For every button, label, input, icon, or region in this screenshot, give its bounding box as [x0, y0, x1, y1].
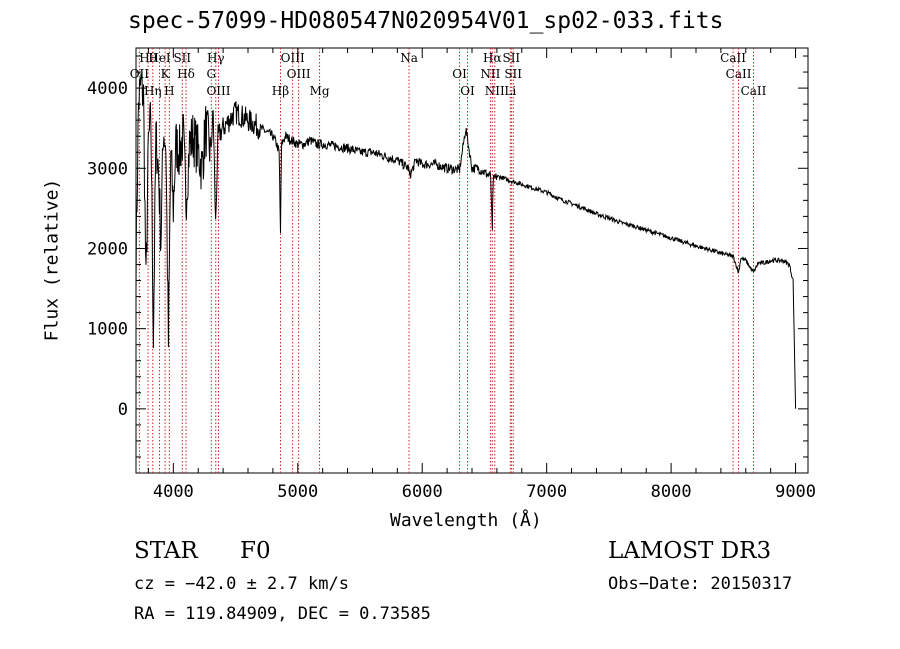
y-tick-label: 4000 — [87, 79, 128, 99]
spectrum-flux-line — [135, 71, 797, 409]
x-tick-label: 8000 — [651, 482, 692, 502]
x-tick-label: 4000 — [153, 482, 194, 502]
spectral-line-label: SII — [504, 67, 522, 81]
spectral-subclass: F0 — [240, 538, 271, 564]
spectral-line-label: Hδ — [177, 67, 195, 81]
spectral-line-label: NII — [480, 67, 500, 81]
spectral-line-label: OI — [452, 67, 467, 81]
spectral-line-label: G — [206, 67, 216, 81]
spectral-line-label: Hγ — [207, 51, 225, 65]
spectral-line-label: Li — [504, 84, 516, 98]
spectral-line-label: Hη — [144, 84, 162, 98]
observation-date: Obs−Date: 20150317 — [608, 574, 793, 594]
spectral-line-label: CaII — [741, 84, 767, 98]
spectral-line-label: CaII — [726, 67, 752, 81]
spectral-line-label: Hα — [483, 51, 502, 65]
x-tick-label: 5000 — [277, 482, 318, 502]
spectral-line-label: NII — [485, 84, 505, 98]
spectral-line-label: Hθ — [139, 51, 157, 65]
y-tick-label: 2000 — [87, 239, 128, 259]
spectral-line-label: H — [164, 84, 174, 98]
spectral-line-label: Mg — [310, 84, 330, 98]
y-tick-label: 1000 — [87, 320, 128, 340]
spectral-line-label: Na — [400, 51, 418, 65]
x-tick-label: 9000 — [775, 482, 816, 502]
x-tick-label: 6000 — [402, 482, 443, 502]
spectral-line-label: HeI — [148, 51, 171, 65]
y-axis-label: Flux (relative) — [41, 178, 63, 342]
y-tick-label: 3000 — [87, 159, 128, 179]
ra-dec: RA = 119.84909, DEC = 0.73585 — [134, 604, 431, 624]
spectral-line-label: OI — [460, 84, 475, 98]
object-class: STAR — [134, 538, 198, 564]
spectral-line-label: SII — [502, 51, 520, 65]
spectral-line-label: Hβ — [272, 84, 289, 98]
spectral-line-label: K — [161, 67, 171, 81]
chart-title: spec-57099-HD080547N020954V01_sp02-033.f… — [128, 8, 724, 34]
redshift-cz: cz = −42.0 ± 2.7 km/s — [134, 574, 349, 594]
spectral-line-label: OIII — [287, 67, 311, 81]
spectral-line-label: OII — [130, 67, 150, 81]
spectral-line-label: SII — [173, 51, 191, 65]
survey-name: LAMOST DR3 — [608, 538, 772, 564]
spectral-line-label: CaII — [720, 51, 746, 65]
x-axis-label: Wavelength (Å) — [390, 510, 542, 531]
spectral-line-label: OIII — [281, 51, 305, 65]
y-tick-label: 0 — [118, 400, 128, 420]
x-tick-label: 7000 — [526, 482, 567, 502]
spectral-line-label: OIII — [206, 84, 230, 98]
